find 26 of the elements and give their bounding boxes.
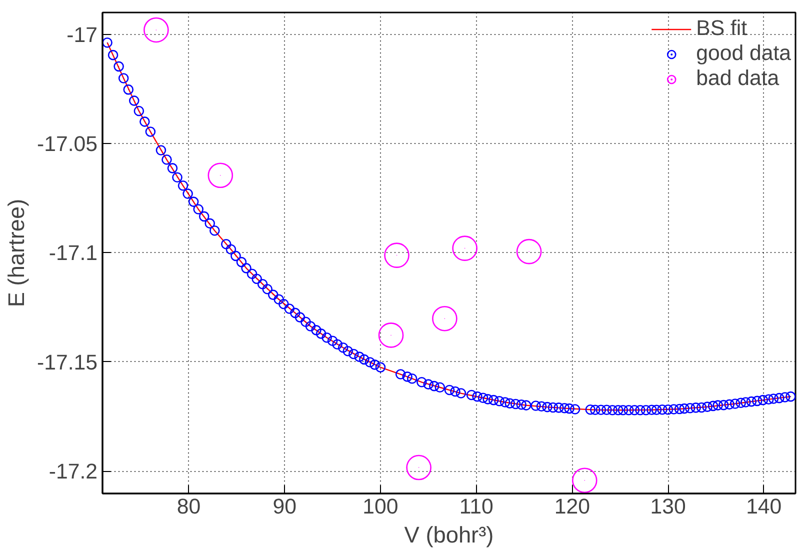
x-tick-label: 80 <box>176 494 201 518</box>
x-tick-label: 120 <box>554 494 590 518</box>
x-tick-label: 140 <box>746 494 782 518</box>
x-tick-label: 110 <box>459 494 494 518</box>
x-tick-label: 90 <box>272 494 297 518</box>
point <box>378 322 404 348</box>
y-tick-label: -17 <box>66 22 98 47</box>
point <box>406 454 432 480</box>
y-axis-title: E (hartree) <box>3 198 30 308</box>
legend-label: BS fit <box>696 16 748 41</box>
point <box>516 238 542 264</box>
point <box>452 236 478 261</box>
x-axis-title: V (bohr³) <box>404 522 494 548</box>
y-tick-label: -17.15 <box>37 350 98 374</box>
x-tick-label: 130 <box>650 494 686 518</box>
legend-label: good data <box>696 41 791 66</box>
legend-label: bad data <box>696 66 780 91</box>
point <box>432 306 458 332</box>
point <box>384 242 410 268</box>
point <box>144 17 169 43</box>
y-tick-label: -17.2 <box>48 460 98 484</box>
y-tick-label: -17.1 <box>48 241 98 266</box>
point <box>208 162 234 188</box>
y-tick-label: -17.05 <box>37 132 98 156</box>
x-tick-label: 100 <box>362 494 398 518</box>
point <box>572 468 598 494</box>
